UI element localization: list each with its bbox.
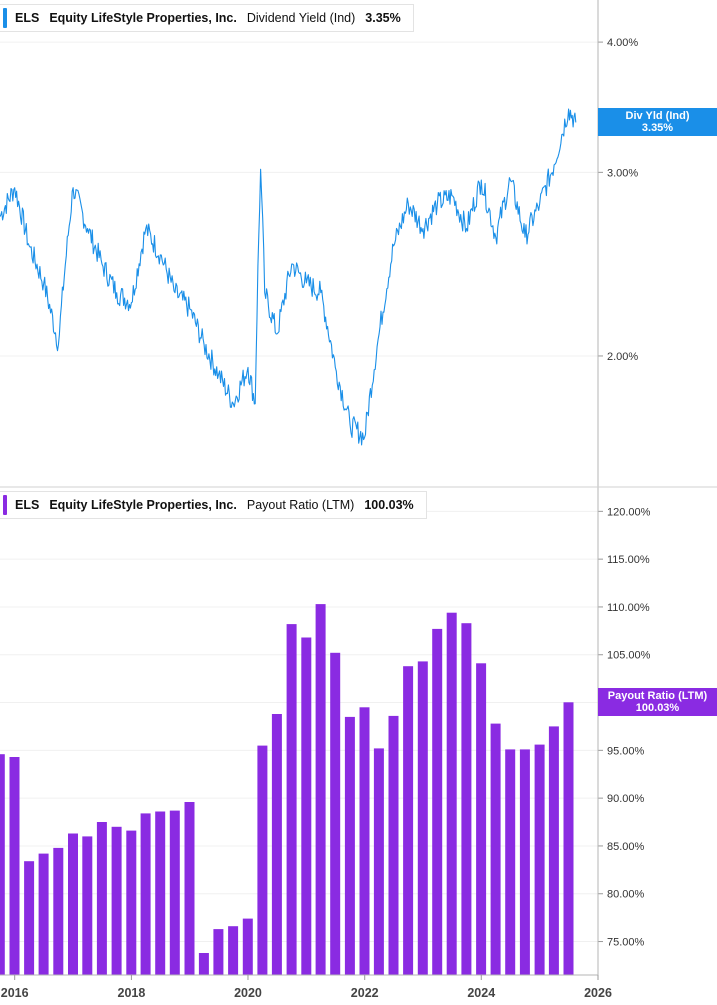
y-tick-label: 120.00% xyxy=(607,506,651,518)
payout-ratio-bar xyxy=(417,661,428,975)
payout-ratio-bar xyxy=(111,826,122,975)
payout-ratio-bar xyxy=(432,628,443,975)
y-tick-label: 80.00% xyxy=(607,889,645,901)
payout-ratio-bar xyxy=(9,757,20,975)
y-tick-label: 75.00% xyxy=(607,937,645,949)
payout-ratio-bar xyxy=(257,745,268,975)
x-tick-label: 2018 xyxy=(118,986,146,1000)
y-tick-label: 85.00% xyxy=(607,841,645,853)
legend-ticker: ELS xyxy=(15,498,40,512)
payout-ratio-bar xyxy=(213,929,224,975)
value-tag-value: 100.03% xyxy=(635,702,680,715)
value-tag-value: 3.35% xyxy=(641,122,674,135)
payout-ratio-bar xyxy=(228,926,239,975)
payout-ratio-bar xyxy=(126,830,137,975)
payout-ratio-bar xyxy=(38,853,49,975)
dividend-yield-value-tag: Div Yld (Ind) 3.35% xyxy=(598,108,717,137)
payout-ratio-bar xyxy=(344,716,355,975)
dividend-yield-series xyxy=(0,108,577,446)
payout-ratio-bar xyxy=(388,715,399,975)
payout-ratio-bar xyxy=(359,707,370,975)
y-tick-label: 110.00% xyxy=(607,602,650,614)
payout-ratio-bar xyxy=(24,861,35,975)
payout-ratio-bar xyxy=(476,663,487,975)
legend-ticker: ELS xyxy=(15,11,40,25)
dividend-yield-y-axis: 2.00% 3.00% 4.00% xyxy=(598,37,638,363)
legend-current-value: 3.35% xyxy=(365,11,401,25)
legend-company-name: Equity LifeStyle Properties, Inc. xyxy=(49,498,237,512)
y-tick-label: 2.00% xyxy=(607,351,638,363)
payout-ratio-bar xyxy=(68,833,78,975)
payout-ratio-bar xyxy=(155,811,166,975)
payout-ratio-series xyxy=(0,604,574,975)
payout-ratio-legend: ELS Equity LifeStyle Properties, Inc. Pa… xyxy=(0,491,427,519)
value-tag-label: Div Yld (Ind) xyxy=(625,110,690,123)
x-tick-label: 2026 xyxy=(584,986,612,1000)
x-axis: 2016 2018 2020 2022 2024 2026 xyxy=(1,975,612,1000)
payout-ratio-bar xyxy=(490,723,501,975)
x-tick-label: 2024 xyxy=(467,986,495,1000)
payout-ratio-bar xyxy=(548,726,559,975)
payout-ratio-bar xyxy=(446,612,457,975)
y-tick-label: 4.00% xyxy=(607,37,638,49)
payout-ratio-bar xyxy=(330,652,341,975)
payout-ratio-value-tag: Payout Ratio (LTM) 100.03% xyxy=(598,688,717,717)
payout-ratio-bar xyxy=(53,847,64,975)
payout-ratio-bar xyxy=(505,749,516,975)
y-tick-label: 115.00% xyxy=(607,554,650,566)
legend-company-name: Equity LifeStyle Properties, Inc. xyxy=(49,11,237,25)
payout-ratio-bar xyxy=(96,822,107,975)
payout-ratio-bar xyxy=(198,953,209,975)
payout-ratio-bar xyxy=(82,836,93,975)
payout-ratio-bar xyxy=(301,637,312,975)
y-tick-label: 3.00% xyxy=(607,167,638,179)
payout-ratio-bar xyxy=(403,666,414,975)
legend-current-value: 100.03% xyxy=(364,498,414,512)
legend-metric-name: Payout Ratio (LTM) xyxy=(246,498,355,512)
payout-ratio-legend-swatch xyxy=(3,495,7,515)
payout-ratio-bar xyxy=(534,744,545,975)
payout-ratio-bar xyxy=(140,813,151,975)
payout-ratio-bar xyxy=(461,623,472,975)
chart-frame xyxy=(0,0,717,976)
dividend-yield-panel: 2.00% 3.00% 4.00% xyxy=(0,37,638,446)
value-tag-label: Payout Ratio (LTM) xyxy=(607,690,708,703)
payout-ratio-bar xyxy=(286,624,297,975)
payout-ratio-bar xyxy=(519,749,530,975)
dividend-yield-line xyxy=(0,108,577,446)
payout-ratio-bar xyxy=(0,754,5,975)
x-tick-label: 2020 xyxy=(234,986,262,1000)
legend-metric-name: Dividend Yield (Ind) xyxy=(246,11,356,25)
dividend-yield-gridlines xyxy=(0,41,598,357)
dividend-yield-legend-swatch xyxy=(3,8,7,28)
dividend-yield-legend: ELS Equity LifeStyle Properties, Inc. Di… xyxy=(0,4,414,32)
payout-ratio-bar xyxy=(242,918,253,975)
payout-ratio-bar xyxy=(271,714,282,975)
payout-ratio-bar xyxy=(373,748,384,975)
y-tick-label: 105.00% xyxy=(607,650,651,662)
x-tick-label: 2016 xyxy=(1,986,29,1000)
payout-ratio-bar xyxy=(315,604,326,975)
y-tick-label: 95.00% xyxy=(607,745,645,757)
payout-ratio-bar xyxy=(563,702,574,975)
y-tick-label: 90.00% xyxy=(607,793,645,805)
payout-ratio-y-axis: 75.00% 80.00% 85.00% 90.00% 95.00% 105.00% 110… xyxy=(598,506,651,949)
payout-ratio-panel: 75.00% 80.00% 85.00% 90.00% 95.00% 105.00% 110… xyxy=(0,506,651,975)
payout-ratio-bar xyxy=(184,802,195,975)
payout-ratio-bar xyxy=(169,810,180,975)
x-tick-label: 2022 xyxy=(351,986,379,1000)
